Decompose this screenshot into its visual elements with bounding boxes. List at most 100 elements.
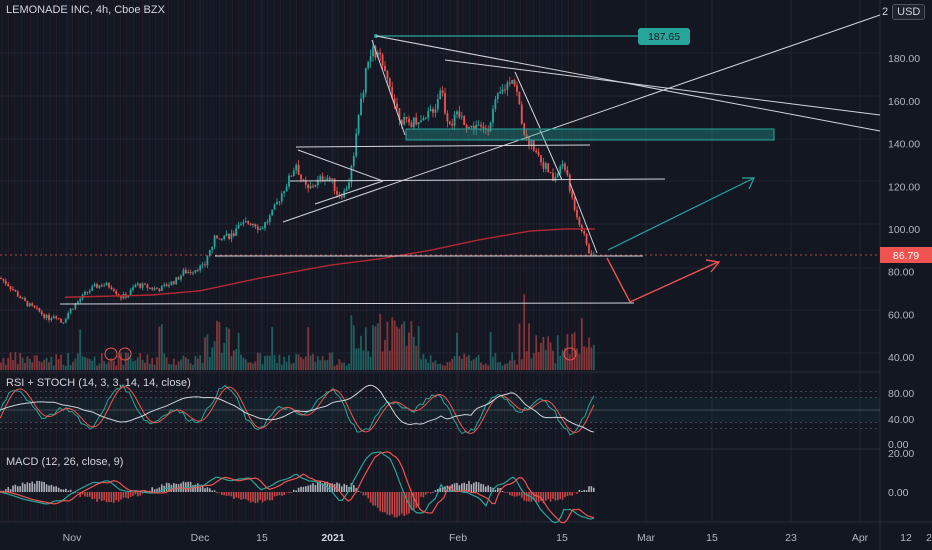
candle-body xyxy=(458,111,461,118)
macd-histogram-bar xyxy=(201,486,204,492)
volume-bar xyxy=(148,363,151,370)
rsi-indicator-title[interactable]: RSI + STOCH (14, 3, 3, 14, 14, close) xyxy=(6,377,191,389)
volume-bar xyxy=(542,336,545,370)
volume-bar xyxy=(429,355,432,370)
macd-histogram-bar xyxy=(271,492,273,501)
volume-bar xyxy=(547,336,550,370)
macd-histogram-bar xyxy=(518,492,521,496)
macd-histogram-bar xyxy=(566,492,569,497)
volume-bar xyxy=(132,361,134,370)
candle-body xyxy=(456,111,458,115)
volume-bar xyxy=(367,351,370,370)
macd-histogram-bar xyxy=(377,492,379,508)
macd-histogram-bar xyxy=(528,492,530,502)
candle-body xyxy=(530,140,533,146)
volume-bar xyxy=(372,325,374,370)
candle-body xyxy=(300,174,302,180)
macd-histogram-bar xyxy=(305,486,307,492)
candle-body xyxy=(28,303,31,307)
candle-body xyxy=(33,305,36,308)
volume-bar xyxy=(556,335,559,370)
candle-body xyxy=(590,253,593,255)
candle-body xyxy=(175,277,178,284)
candle-body xyxy=(585,233,588,245)
candle-body xyxy=(410,122,413,128)
candle-body xyxy=(580,225,583,232)
macd-histogram-bar xyxy=(235,492,237,498)
volume-bar xyxy=(264,356,266,370)
macd-histogram-bar xyxy=(81,492,84,495)
macd-histogram-bar xyxy=(266,492,269,500)
volume-bar xyxy=(444,365,446,370)
volume-bar xyxy=(271,327,274,370)
candle-body xyxy=(316,179,319,186)
candle-body xyxy=(292,170,295,177)
volume-bar xyxy=(33,355,36,370)
candle-body xyxy=(422,118,425,121)
volume-bar xyxy=(314,361,317,370)
price-axis[interactable]: 180.00 160.00 140.00 120.00 100.00 80.00 60.00… xyxy=(638,28,932,499)
volume-bar xyxy=(434,360,437,370)
time-axis[interactable]: Nov Dec 15 2021 Feb 15 Mar 15 23 Apr 12 26 xyxy=(63,532,932,544)
high-price-label: 187.65 xyxy=(648,31,680,43)
macd-histogram-bar xyxy=(5,489,7,492)
volume-bar xyxy=(472,359,475,370)
macd-histogram-bar xyxy=(60,489,62,492)
volume-bar xyxy=(21,357,24,370)
volume-bar xyxy=(355,348,358,370)
macd-histogram-bar xyxy=(115,492,117,501)
candle-body xyxy=(352,156,355,167)
volume-bar xyxy=(252,363,254,370)
volume-bar xyxy=(578,353,581,370)
candle-body xyxy=(144,283,146,285)
candle-body xyxy=(309,186,312,189)
candle-body xyxy=(420,120,422,123)
macd-histogram-bar xyxy=(93,492,96,499)
macd-histogram-bar xyxy=(468,480,470,492)
candle-body xyxy=(120,296,122,299)
macd-histogram-bar xyxy=(77,492,79,493)
volume-bar xyxy=(28,359,31,370)
macd-histogram-bar xyxy=(295,490,297,492)
candle-body xyxy=(333,178,336,192)
macd-histogram-bar xyxy=(511,492,513,496)
candle-body xyxy=(163,284,166,286)
macd-histogram-bar xyxy=(588,486,590,492)
macd-histogram-bar xyxy=(369,492,372,503)
volume-bar xyxy=(261,364,264,370)
macd-histogram-bar xyxy=(501,491,504,492)
rsi-axis-label: 40.00 xyxy=(888,414,914,426)
candle-body xyxy=(67,313,70,319)
candle-body xyxy=(14,290,17,292)
macd-histogram-bar xyxy=(331,483,333,492)
rsi-line xyxy=(0,384,595,433)
macd-histogram-bar xyxy=(374,492,377,506)
moving-average-line xyxy=(64,228,595,298)
candle-body xyxy=(396,103,398,109)
macd-histogram-bar xyxy=(573,492,576,493)
candle-body xyxy=(276,201,278,205)
volume-bar xyxy=(405,345,408,370)
macd-histogram-bar xyxy=(117,492,120,502)
macd-indicator-title[interactable]: MACD (12, 26, close, 9) xyxy=(6,456,124,468)
currency-button[interactable]: USD xyxy=(892,4,926,20)
volume-bar xyxy=(115,365,118,370)
volume-bar xyxy=(52,365,55,370)
macd-histogram-bar xyxy=(240,492,242,500)
candle-body xyxy=(290,175,293,177)
macd-histogram-bar xyxy=(593,487,595,492)
last-price-label: 86.79 xyxy=(893,250,919,262)
candle-body xyxy=(480,124,482,127)
volume-bar xyxy=(436,364,439,370)
volume-bar xyxy=(319,360,322,370)
descending-trendline xyxy=(444,59,881,116)
volume-bar xyxy=(141,359,144,370)
candle-body xyxy=(60,318,62,323)
macd-histogram-bar xyxy=(569,492,571,496)
volume-bars xyxy=(0,294,595,370)
trend-line-drawings[interactable] xyxy=(0,14,881,305)
candle-body xyxy=(21,298,24,300)
volume-bar xyxy=(48,362,50,370)
volume-bar xyxy=(117,355,120,370)
